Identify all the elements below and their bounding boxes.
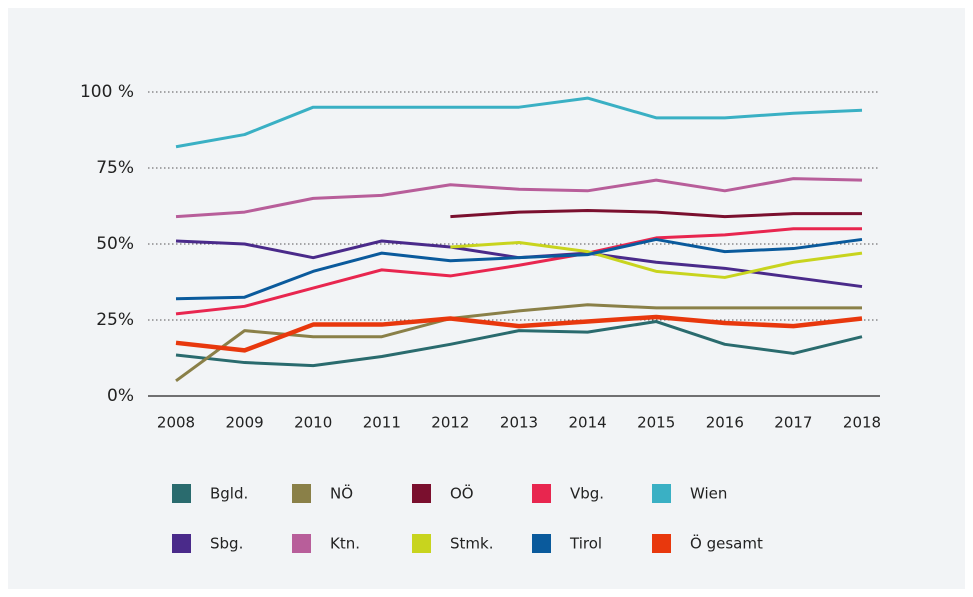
y-tick-label: 75% [96, 158, 134, 178]
legend-label: Wien [690, 485, 727, 503]
legend-label: NÖ [330, 484, 353, 503]
legend-label: Ö gesamt [690, 534, 763, 553]
x-tick-label: 2011 [363, 414, 401, 432]
series-line [175, 96, 863, 149]
legend-swatch [412, 484, 431, 503]
legend-swatch [652, 534, 671, 553]
legend-swatch [172, 484, 191, 503]
y-tick-label: 25% [96, 310, 134, 330]
x-tick-label: 2016 [706, 414, 744, 432]
legend-swatch [532, 484, 551, 503]
series-line [450, 240, 863, 279]
series-line [175, 237, 863, 301]
series-line [175, 227, 862, 316]
x-tick-label: 2010 [294, 414, 332, 432]
x-tick-label: 2009 [226, 414, 264, 432]
legend-label: Ktn. [330, 535, 360, 553]
legend-swatch [292, 534, 311, 553]
series-line [175, 177, 863, 219]
legend-label: Stmk. [450, 535, 493, 553]
y-tick-label: 0% [107, 386, 134, 406]
y-tick-label: 100 % [80, 82, 134, 102]
legend-swatch [172, 534, 191, 553]
y-tick-label: 50% [96, 234, 134, 254]
legend-label: Sbg. [210, 535, 243, 553]
legend-swatch [412, 534, 431, 553]
x-tick-label: 2017 [774, 414, 812, 432]
x-tick-label: 2014 [569, 414, 607, 432]
x-tick-label: 2018 [843, 414, 881, 432]
series-line [450, 209, 862, 219]
x-tick-label: 2008 [157, 414, 195, 432]
legend-swatch [532, 534, 551, 553]
legend-label: Vbg. [570, 485, 604, 503]
legend-swatch [652, 484, 671, 503]
legend-swatch [292, 484, 311, 503]
series-line [175, 314, 863, 353]
x-tick-label: 2015 [637, 414, 675, 432]
x-tick-label: 2012 [431, 414, 469, 432]
x-tick-label: 2013 [500, 414, 538, 432]
panel [8, 8, 965, 589]
legend-label: OÖ [450, 484, 474, 503]
legend-label: Tirol [569, 535, 602, 553]
legend-label: Bgld. [210, 485, 248, 503]
series-line [175, 320, 863, 368]
